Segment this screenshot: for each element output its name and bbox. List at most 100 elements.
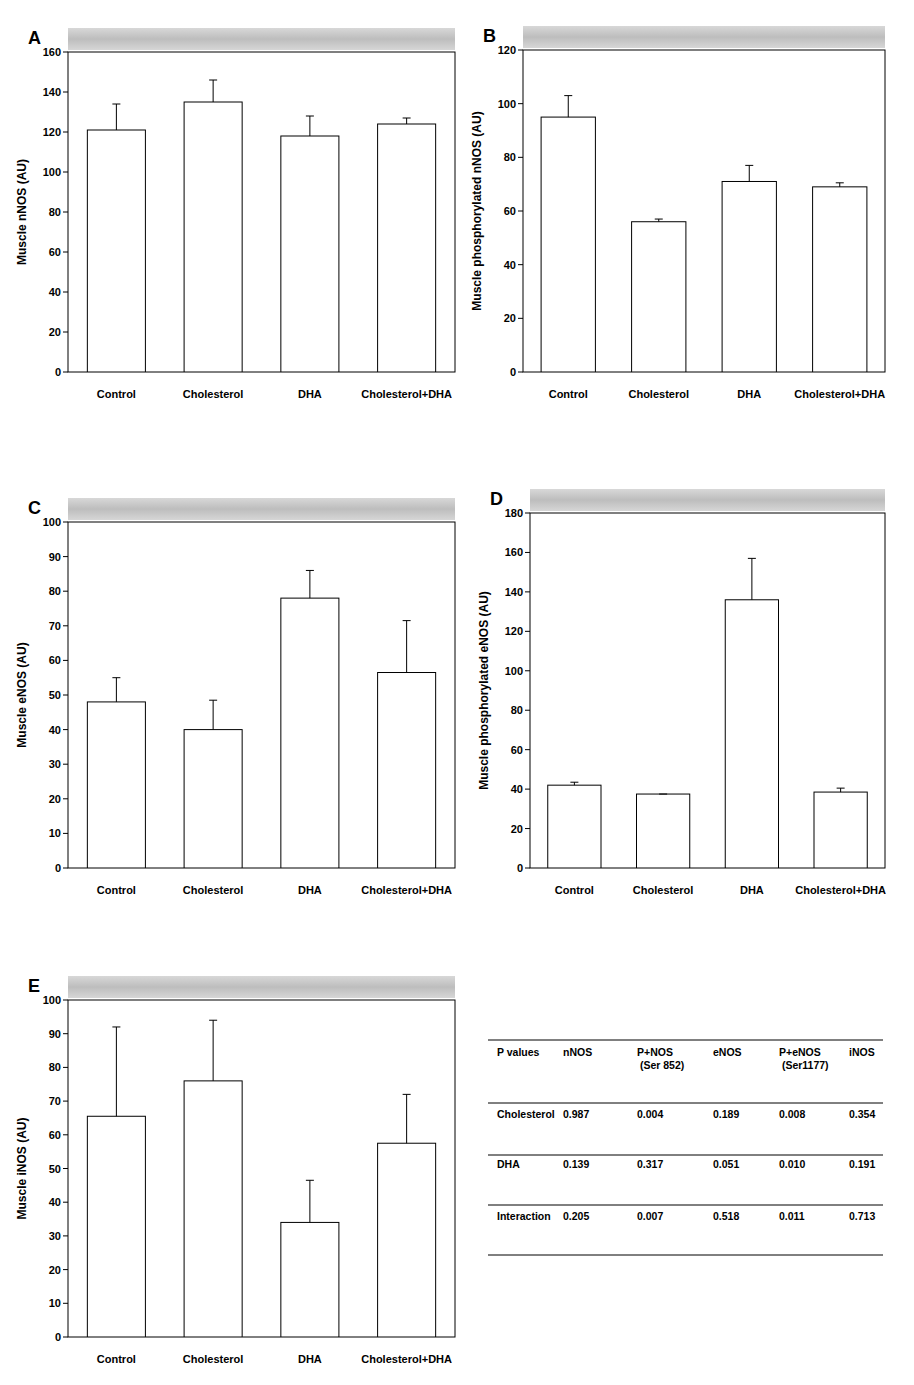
error-cap xyxy=(403,1094,411,1095)
x-tick-label: Cholesterol xyxy=(633,884,694,896)
y-tick xyxy=(63,332,68,333)
blot-strip xyxy=(68,28,455,50)
panel: 0102030405060708090100ControlCholesterol… xyxy=(15,498,455,896)
y-tick-label: 60 xyxy=(49,654,61,666)
blot-strip xyxy=(68,976,455,998)
y-tick-label: 0 xyxy=(510,366,516,378)
error-stem xyxy=(749,165,750,181)
error-stem xyxy=(751,558,752,599)
x-tick-label: Cholesterol xyxy=(183,388,244,400)
y-tick-label: 70 xyxy=(49,1095,61,1107)
x-tick-label: Cholesterol+DHA xyxy=(361,884,452,896)
y-tick-label: 80 xyxy=(49,1061,61,1073)
y-tick xyxy=(63,132,68,133)
y-tick-label: 40 xyxy=(511,783,523,795)
bar xyxy=(378,124,436,372)
y-tick-label: 120 xyxy=(43,126,61,138)
bar xyxy=(281,1222,339,1337)
error-bar xyxy=(745,165,753,181)
y-tick-label: 100 xyxy=(43,166,61,178)
y-tick xyxy=(63,695,68,696)
y-axis-label: Muscle eNOS (AU) xyxy=(15,642,29,747)
error-bar xyxy=(112,104,120,130)
y-tick xyxy=(63,252,68,253)
x-tick-label: Control xyxy=(555,884,594,896)
y-tick-label: 50 xyxy=(49,1163,61,1175)
bar xyxy=(184,102,242,372)
y-tick-label: 10 xyxy=(49,1297,61,1309)
bar xyxy=(378,673,436,868)
table-rule xyxy=(488,1155,883,1156)
plot-frame xyxy=(530,513,885,868)
error-bar xyxy=(748,558,756,599)
panel: 020406080100120140160180ControlCholester… xyxy=(477,489,886,896)
y-tick xyxy=(518,372,523,373)
error-stem xyxy=(116,104,117,130)
y-tick xyxy=(63,1134,68,1135)
y-tick xyxy=(63,1033,68,1034)
y-tick-label: 90 xyxy=(49,551,61,563)
blot-strip xyxy=(530,489,885,511)
error-cap xyxy=(306,1180,314,1181)
y-tick-label: 20 xyxy=(511,823,523,835)
table-cell: 0.987 xyxy=(563,1108,589,1120)
error-bar xyxy=(655,219,663,222)
table-cell: 0.205 xyxy=(563,1210,589,1222)
bar xyxy=(281,136,339,372)
bar xyxy=(281,598,339,868)
blot-strip xyxy=(523,26,885,48)
table-cell: 0.008 xyxy=(779,1108,805,1120)
table-rule xyxy=(488,1205,883,1206)
y-tick-label: 80 xyxy=(49,206,61,218)
y-tick-label: 160 xyxy=(505,546,523,558)
x-tick-label: DHA xyxy=(737,388,761,400)
table-cell: 0.354 xyxy=(849,1108,875,1120)
panel-label: C xyxy=(28,498,41,518)
x-tick-label: Control xyxy=(97,1353,136,1365)
y-tick-label: 70 xyxy=(49,620,61,632)
y-tick xyxy=(525,552,530,553)
error-cap xyxy=(564,95,572,96)
error-bar xyxy=(403,621,411,673)
error-stem xyxy=(406,118,407,124)
error-cap xyxy=(306,116,314,117)
y-tick xyxy=(63,172,68,173)
y-tick-label: 140 xyxy=(43,86,61,98)
y-tick-label: 0 xyxy=(517,862,523,874)
x-tick-label: DHA xyxy=(298,388,322,400)
y-tick xyxy=(63,1337,68,1338)
y-tick xyxy=(518,211,523,212)
error-stem xyxy=(116,678,117,702)
x-tick-label: DHA xyxy=(298,884,322,896)
y-tick-label: 140 xyxy=(505,586,523,598)
y-tick-label: 30 xyxy=(49,758,61,770)
error-bar xyxy=(570,782,578,785)
y-tick-label: 100 xyxy=(498,98,516,110)
y-tick xyxy=(525,828,530,829)
y-tick xyxy=(63,833,68,834)
table-cell: 0.518 xyxy=(713,1210,739,1222)
bar xyxy=(87,130,145,372)
x-tick-label: Control xyxy=(97,884,136,896)
y-tick xyxy=(63,1101,68,1102)
error-cap xyxy=(745,165,753,166)
x-tick-label: Control xyxy=(549,388,588,400)
y-tick xyxy=(518,103,523,104)
y-axis-label: Muscle nNOS (AU) xyxy=(15,159,29,265)
error-cap xyxy=(748,558,756,559)
y-tick xyxy=(63,660,68,661)
panel: 0102030405060708090100ControlCholesterol… xyxy=(15,976,455,1365)
y-tick xyxy=(63,591,68,592)
y-tick xyxy=(63,1235,68,1236)
error-cap xyxy=(112,677,120,678)
error-stem xyxy=(839,183,840,187)
y-tick xyxy=(63,556,68,557)
bar xyxy=(814,792,867,868)
y-tick xyxy=(518,157,523,158)
y-tick xyxy=(525,670,530,671)
error-cap xyxy=(836,182,844,183)
error-cap xyxy=(403,118,411,119)
table-cell: 0.139 xyxy=(563,1158,589,1170)
y-tick-label: 80 xyxy=(511,704,523,716)
error-cap xyxy=(403,620,411,621)
